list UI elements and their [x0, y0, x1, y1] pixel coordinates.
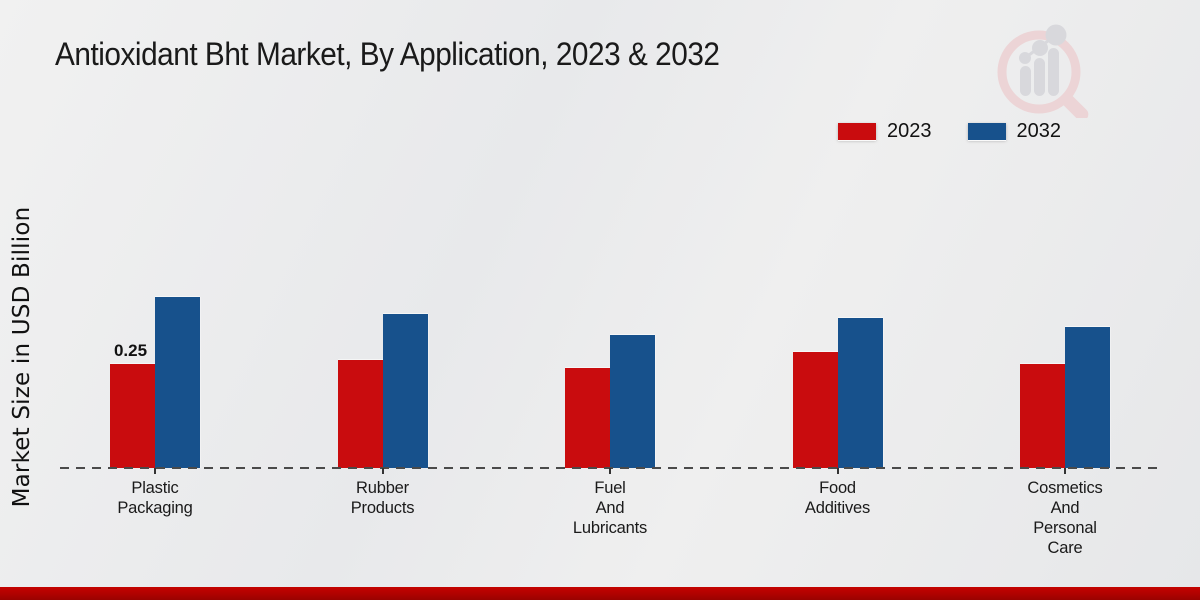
- legend-label-2032: 2032: [1016, 120, 1062, 142]
- x-axis-tick: [381, 468, 384, 474]
- category-label-food-additives: Food Additives: [804, 479, 871, 517]
- bar-2032-fuel-and-lubricants: [610, 335, 655, 468]
- x-axis-tick: [1064, 468, 1066, 474]
- legend-swatch-2023: [838, 123, 876, 140]
- bar-2032-food-additives: [837, 318, 883, 468]
- bar-2032-plastic-packaging: [155, 297, 200, 468]
- bar-2023-cosmetics-and-personal-care: [1020, 364, 1065, 468]
- bar-2023-rubber-products: [337, 360, 383, 468]
- x-axis-tick: [154, 468, 156, 474]
- bar-2023-plastic-packaging: [110, 364, 155, 468]
- magnifier-glass-icon: [997, 30, 1089, 121]
- footer-accent-bar: [0, 587, 1200, 600]
- magnifier-bar-chart-logo: [993, 24, 1097, 121]
- x-axis-tick: [609, 468, 611, 474]
- category-label-rubber-products: Rubber Products: [350, 479, 415, 517]
- bar-2023-food-additives: [792, 352, 838, 468]
- chart-title: Antioxidant Bht Market, By Application, …: [55, 36, 720, 72]
- bar-2032-cosmetics-and-personal-care: [1065, 327, 1110, 468]
- category-label-plastic-packaging: Plastic Packaging: [117, 479, 193, 517]
- bar-value-label: 0.25: [113, 341, 148, 360]
- category-label-fuel-and-lubricants: Fuel And Lubricants: [572, 479, 648, 537]
- legend: 2023 2032: [838, 120, 1061, 143]
- legend-label-2023: 2023: [887, 120, 932, 142]
- legend-swatch-2032: [967, 123, 1006, 140]
- growth-bars-icon: [1019, 24, 1067, 96]
- legend-item-2023: 2023: [838, 120, 932, 143]
- category-label-cosmetics-and-personal-care: Cosmetics And Personal Care: [1027, 479, 1103, 557]
- x-axis-tick: [836, 468, 839, 474]
- legend-item-2032: 2032: [967, 120, 1062, 143]
- bar-2023-fuel-and-lubricants: [565, 368, 610, 468]
- bar-2032-rubber-products: [382, 314, 428, 468]
